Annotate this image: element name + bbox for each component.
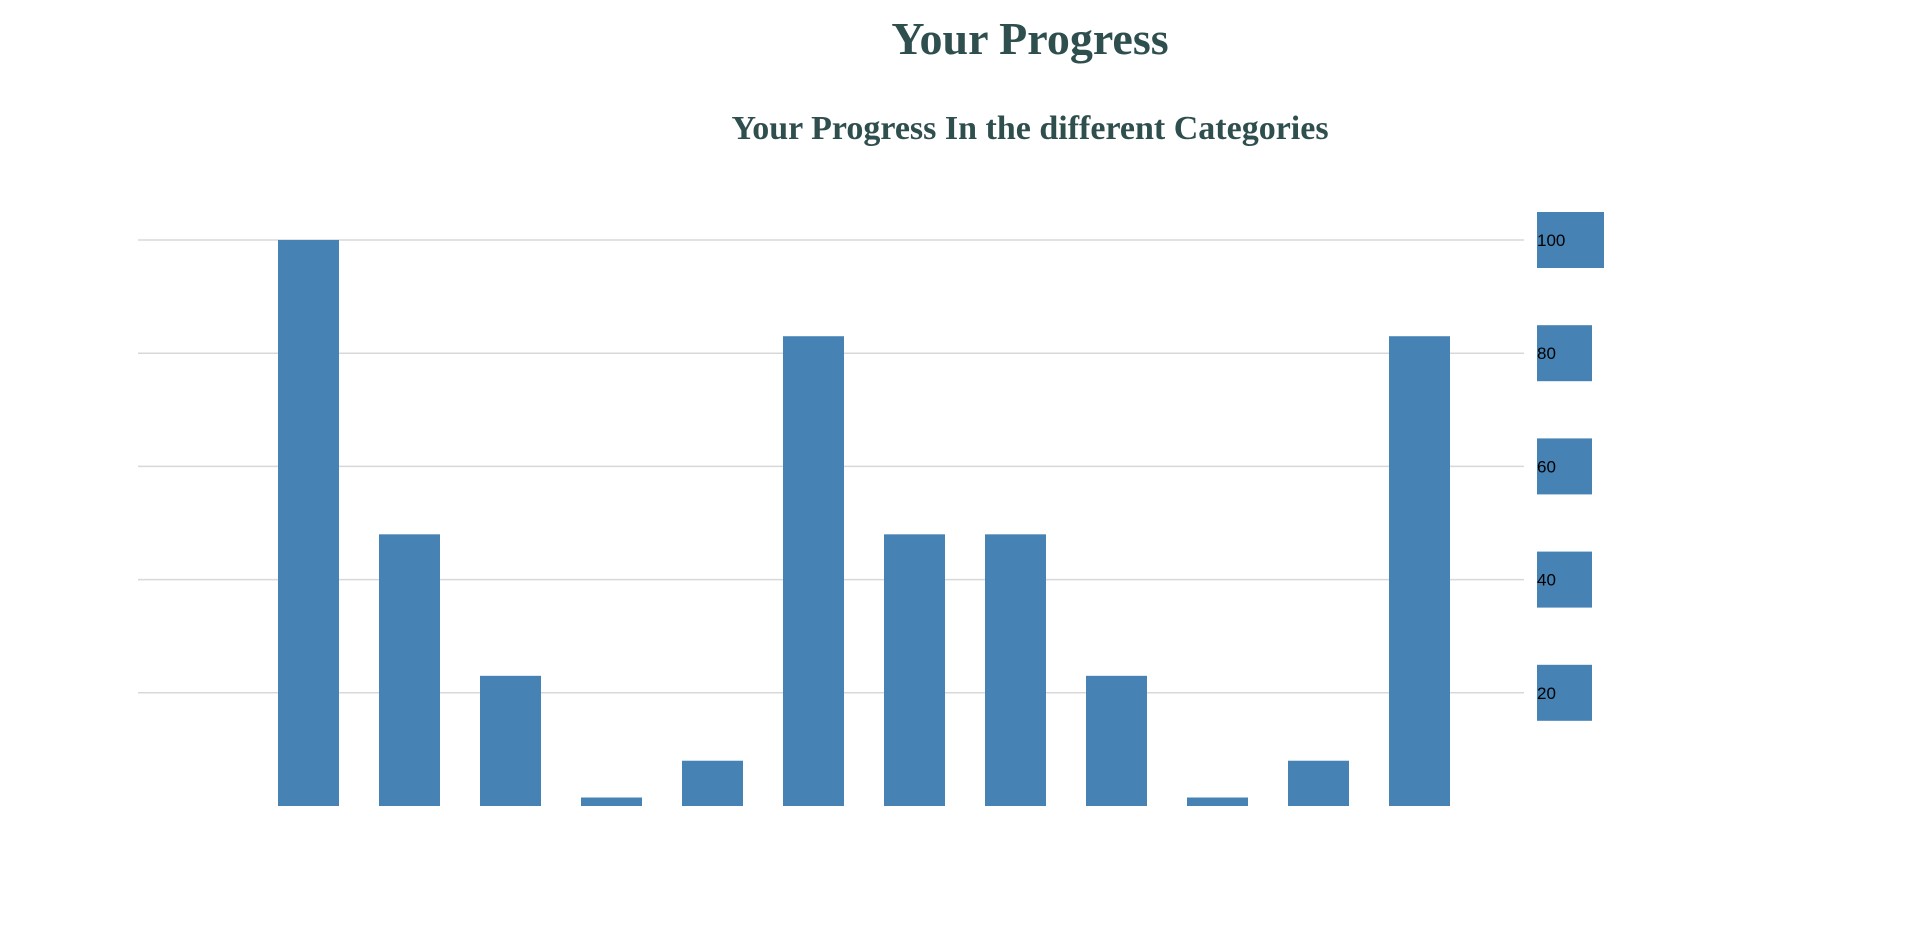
bar-11[interactable] xyxy=(1288,760,1349,806)
y-tick-label: 60 xyxy=(1537,457,1556,476)
y-tick-label: 20 xyxy=(1537,684,1556,703)
chart-title: Your Progress In the different Categorie… xyxy=(731,110,1329,147)
y-tick-label: 40 xyxy=(1537,571,1556,590)
y-tick-box xyxy=(1537,438,1592,495)
bar-7[interactable] xyxy=(884,534,945,806)
bar-9[interactable] xyxy=(1086,675,1147,806)
bar-8[interactable] xyxy=(985,534,1046,806)
bar-1[interactable] xyxy=(278,240,339,806)
y-tick-box xyxy=(1537,325,1592,382)
bar-2[interactable] xyxy=(379,534,440,806)
y-tick-label: 80 xyxy=(1537,344,1556,363)
bar-5[interactable] xyxy=(682,760,743,806)
y-tick-box xyxy=(1537,664,1592,721)
bar-4[interactable] xyxy=(581,797,642,806)
page-title: Your Progress xyxy=(891,13,1169,64)
y-tick-box xyxy=(1537,212,1604,268)
y-tick-box xyxy=(1537,551,1592,608)
y-axis-ticks: 20 40 60 80 100 xyxy=(1537,212,1604,721)
bar-10[interactable] xyxy=(1187,797,1248,806)
bar-12[interactable] xyxy=(1389,336,1450,806)
bar-layer xyxy=(278,240,1450,806)
bar-3[interactable] xyxy=(480,675,541,806)
bar-6[interactable] xyxy=(783,336,844,806)
y-tick-label: 100 xyxy=(1537,231,1565,250)
